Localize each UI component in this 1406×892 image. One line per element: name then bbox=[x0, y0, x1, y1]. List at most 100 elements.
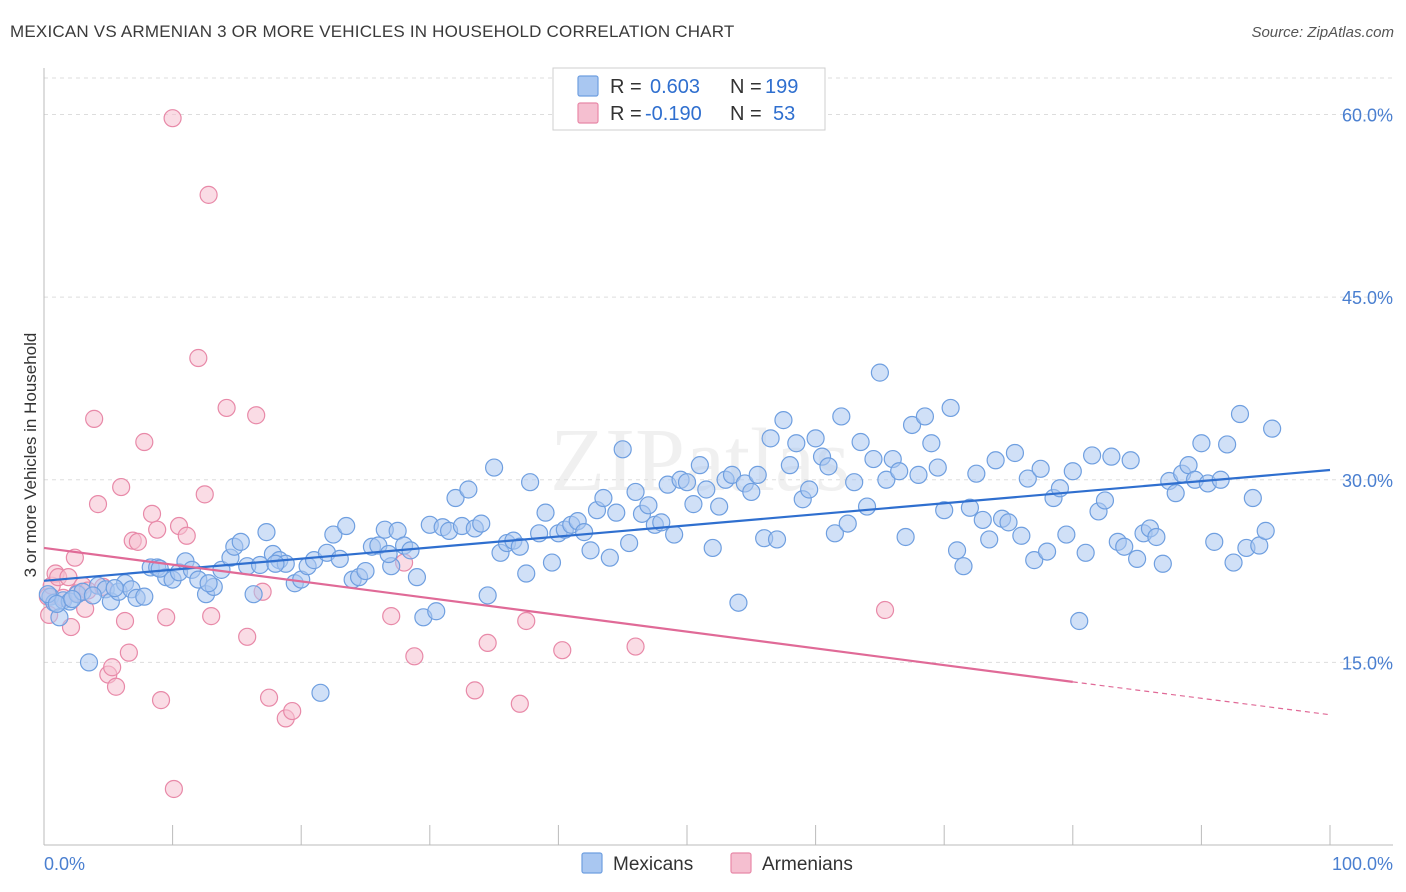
mexicans-point bbox=[1230, 404, 1250, 424]
mexicans-point bbox=[1012, 526, 1031, 545]
mexicans-point bbox=[311, 683, 330, 702]
mexicans-point bbox=[1095, 491, 1115, 510]
armenians-point bbox=[517, 611, 536, 631]
mexicans-point bbox=[915, 407, 935, 426]
legend-n-value-armenians: 53 bbox=[773, 103, 795, 125]
armenians-point bbox=[148, 520, 167, 539]
bottom-legend-mexicans: Mexicans bbox=[613, 854, 693, 875]
mexicans-point bbox=[787, 434, 806, 453]
armenians-point bbox=[875, 600, 895, 620]
mexicans-point bbox=[542, 553, 562, 572]
mexicans-point bbox=[613, 440, 632, 459]
mexicans-point bbox=[941, 398, 960, 418]
mexicans-point bbox=[581, 541, 600, 560]
mexicans-point bbox=[890, 462, 909, 481]
armenians-point bbox=[88, 495, 108, 514]
mexicans-point bbox=[517, 564, 536, 583]
mexicans-point bbox=[909, 465, 928, 484]
mexicans-point bbox=[83, 586, 102, 605]
armenians-point bbox=[405, 647, 424, 666]
mexicans-point bbox=[266, 554, 285, 573]
armenians-point bbox=[259, 688, 279, 707]
armenians-point bbox=[119, 643, 138, 662]
y-tick-label: 30.0% bbox=[1342, 471, 1393, 491]
mexicans-point bbox=[1192, 434, 1211, 453]
mexicans-point bbox=[973, 510, 992, 530]
mexicans-point bbox=[767, 530, 787, 549]
mexicans-point bbox=[722, 465, 742, 484]
trend-lines bbox=[43, 468, 1331, 716]
armenians-point bbox=[199, 185, 218, 204]
mexicans-point bbox=[626, 482, 645, 502]
mexicans-point bbox=[459, 480, 478, 499]
mexicans-point bbox=[135, 587, 154, 606]
mexicans-point bbox=[947, 541, 967, 560]
legend-r-value-mexicans: 0.603 bbox=[650, 76, 700, 98]
mexicans-point bbox=[446, 488, 465, 508]
mexicans-point bbox=[896, 527, 915, 547]
armenians-point bbox=[553, 641, 572, 660]
mexicans-point bbox=[825, 524, 844, 543]
mexicans-point bbox=[594, 488, 613, 508]
mexicans-point bbox=[960, 498, 980, 517]
mexicans-point bbox=[870, 363, 890, 382]
armenians-point bbox=[465, 681, 484, 700]
mexicans-point bbox=[1224, 553, 1243, 572]
armenians-point bbox=[478, 633, 497, 653]
armenians-point bbox=[283, 701, 302, 721]
mexicans-point bbox=[472, 514, 491, 533]
mexicans-point bbox=[999, 513, 1018, 532]
mexicans-point bbox=[63, 589, 82, 609]
mexicans-point bbox=[1166, 484, 1185, 503]
mexicans-point bbox=[967, 464, 986, 483]
mexicans-point bbox=[742, 482, 761, 502]
armenians-point bbox=[115, 611, 135, 631]
mexicans-point bbox=[1037, 542, 1057, 561]
armenians-point bbox=[626, 637, 645, 656]
mexicans-point bbox=[928, 458, 947, 477]
armenians-point bbox=[247, 406, 266, 425]
y-axis-label: 3 or more Vehicles in Household bbox=[21, 333, 40, 578]
mexicans-point bbox=[729, 593, 748, 612]
mexicans-point bbox=[677, 473, 697, 492]
mexicans-point bbox=[851, 432, 870, 452]
mexicans-point bbox=[607, 503, 626, 522]
mexicans-point bbox=[1147, 527, 1166, 547]
mexicans-point bbox=[954, 557, 973, 576]
mexicans-trend-line bbox=[43, 468, 1331, 582]
mexicans-point bbox=[774, 411, 793, 430]
mexicans-point bbox=[690, 456, 709, 475]
mexicans-point bbox=[485, 458, 504, 477]
mexicans-point bbox=[806, 429, 825, 448]
armenians-point bbox=[85, 409, 104, 428]
mexicans-point bbox=[935, 501, 954, 520]
mexicans-point bbox=[1263, 419, 1282, 438]
mexicans-point bbox=[407, 568, 427, 587]
mexicans-point bbox=[697, 480, 716, 499]
chart-title: MEXICAN VS ARMENIAN 3 OR MORE VEHICLES I… bbox=[10, 22, 735, 41]
mexicans-point bbox=[199, 574, 218, 593]
x-tick-label-min: 0.0% bbox=[44, 854, 85, 874]
armenians-trend-line bbox=[43, 546, 1073, 683]
bottom-legend-armenians: Armenians bbox=[762, 854, 853, 875]
mexicans-point bbox=[864, 449, 883, 469]
mexicans-point bbox=[1005, 443, 1025, 463]
mexicans-point bbox=[1115, 537, 1134, 556]
legend-swatch-mexicans bbox=[577, 75, 599, 97]
mexicans-point bbox=[330, 549, 349, 568]
legend-r-label-2: R = bbox=[610, 103, 642, 125]
mexicans-point bbox=[1070, 611, 1089, 631]
mexicans-point bbox=[902, 415, 922, 435]
legend-r-label-1: R = bbox=[610, 76, 642, 98]
armenians-point bbox=[163, 109, 182, 128]
mexicans-point bbox=[1218, 435, 1237, 454]
bottom-legend-swatch-mexicans bbox=[581, 852, 603, 874]
mexicans-point bbox=[800, 480, 819, 499]
armenians-point bbox=[128, 532, 147, 551]
bottom-legend: Mexicans Armenians bbox=[581, 852, 853, 875]
axes bbox=[43, 68, 1393, 846]
armenians-trend-line-extension bbox=[1072, 681, 1331, 716]
mexicans-point bbox=[980, 530, 999, 549]
mexicans-point bbox=[1031, 459, 1050, 478]
mexicans-point bbox=[244, 585, 263, 604]
